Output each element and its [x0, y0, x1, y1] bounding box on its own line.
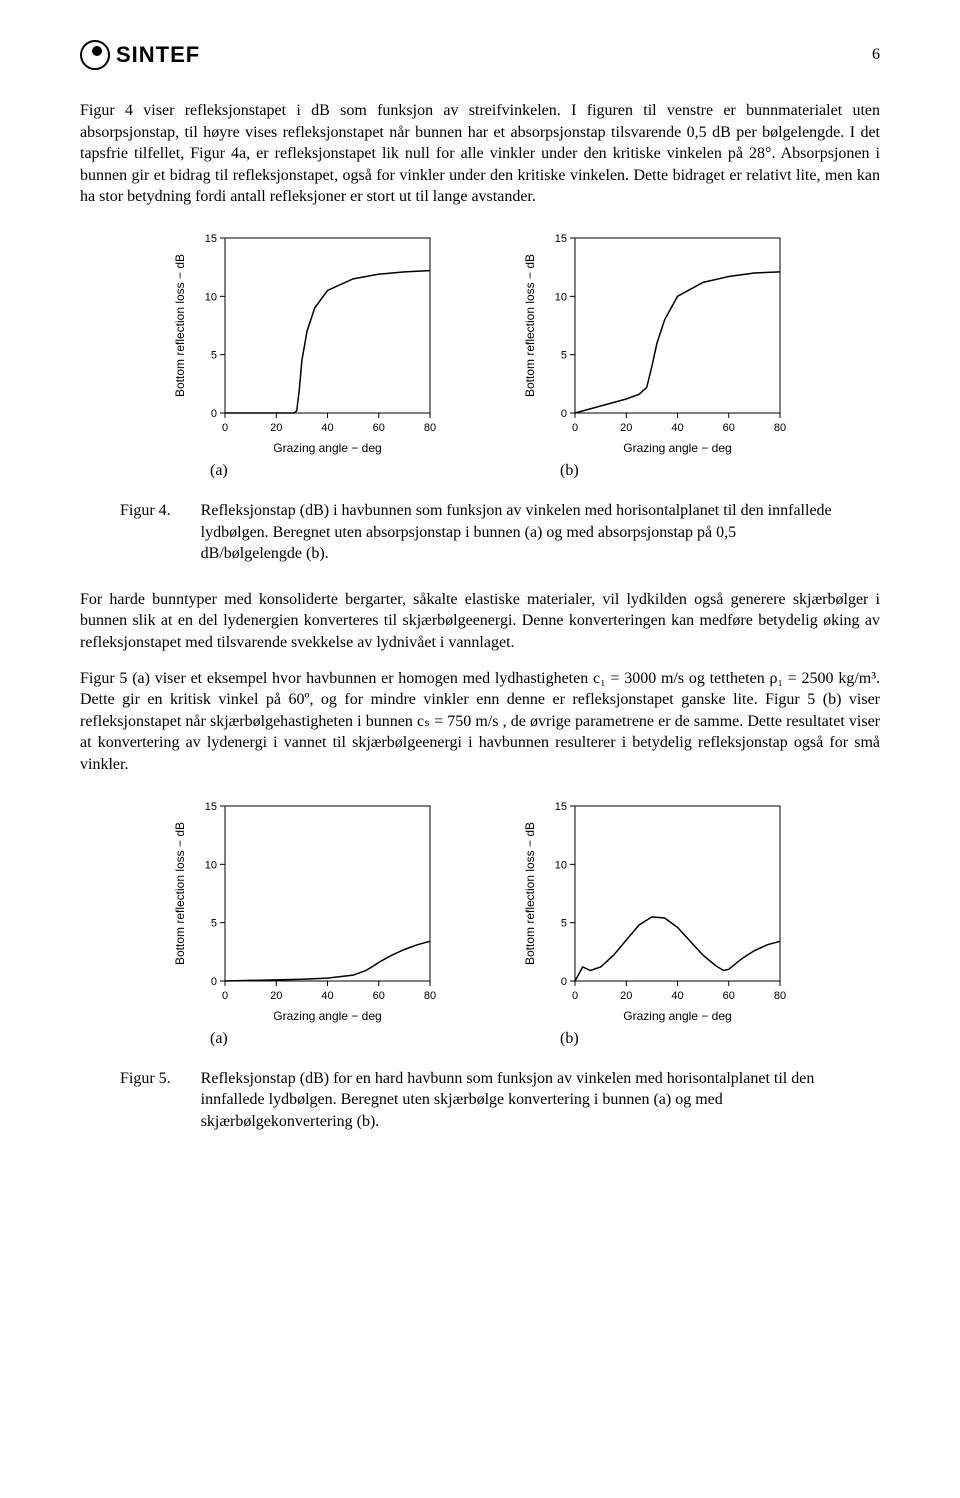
figure-4a-label: (a)	[210, 462, 228, 480]
svg-text:60: 60	[723, 990, 735, 1002]
svg-text:15: 15	[555, 801, 567, 813]
svg-text:0: 0	[572, 422, 578, 434]
figure-4-row: 0 20 40 60 80 0 5 10 15 Grazing angle − deg Bottom…	[80, 228, 880, 480]
svg-text:5: 5	[561, 917, 567, 929]
figure-4b-chart: 0 20 40 60 80 0 5 10 15 Grazing angle − deg Bottom…	[520, 228, 790, 458]
page-header: SINTEF 6	[80, 40, 880, 70]
svg-text:15: 15	[555, 233, 567, 245]
figure-4a-cell: 0 20 40 60 80 0 5 10 15 Grazing angle − deg Bottom…	[170, 228, 440, 480]
figure-5-row: 0 20 40 60 80 0 5 10 15 Grazing angle − deg Bottom…	[80, 796, 880, 1048]
svg-text:5: 5	[211, 350, 217, 362]
figure-5b-chart: 0 20 40 60 80 0 5 10 15 Grazing angle − deg Bottom…	[520, 796, 790, 1026]
figure-5b-cell: 0 20 40 60 80 0 5 10 15 Grazing angle − deg Bottom…	[520, 796, 790, 1048]
figure-4-caption-label: Figur 4.	[120, 500, 171, 565]
figure-5a-cell: 0 20 40 60 80 0 5 10 15 Grazing angle − deg Bottom…	[170, 796, 440, 1048]
svg-text:80: 80	[774, 422, 786, 434]
svg-text:40: 40	[321, 990, 333, 1002]
svg-text:40: 40	[321, 422, 333, 434]
svg-text:10: 10	[555, 859, 567, 871]
figure-4-caption: Figur 4. Refleksjonstap (dB) i havbunnen…	[120, 500, 840, 565]
svg-text:Bottom reflection loss − dB: Bottom reflection loss − dB	[523, 821, 537, 964]
svg-text:0: 0	[211, 408, 217, 420]
svg-text:20: 20	[270, 990, 282, 1002]
svg-text:0: 0	[211, 976, 217, 988]
page-number: 6	[872, 46, 880, 64]
svg-text:15: 15	[205, 801, 217, 813]
svg-text:0: 0	[222, 990, 228, 1002]
svg-text:0: 0	[572, 990, 578, 1002]
svg-text:40: 40	[671, 422, 683, 434]
figure-5-caption: Figur 5. Refleksjonstap (dB) for en hard…	[120, 1068, 840, 1133]
page: SINTEF 6 Figur 4 viser refleksjonstapet …	[0, 0, 960, 1196]
figure-4b-label: (b)	[560, 462, 579, 480]
svg-text:80: 80	[424, 990, 436, 1002]
svg-text:10: 10	[205, 291, 217, 303]
svg-text:40: 40	[671, 990, 683, 1002]
figure-5a-label: (a)	[210, 1030, 228, 1048]
sintef-logo-text: SINTEF	[116, 42, 200, 68]
svg-text:0: 0	[222, 422, 228, 434]
figure-5b-label: (b)	[560, 1030, 579, 1048]
figure-4-caption-text: Refleksjonstap (dB) i havbunnen som funk…	[201, 500, 840, 565]
svg-text:Bottom reflection loss − dB: Bottom reflection loss − dB	[173, 821, 187, 964]
svg-text:Bottom reflection loss − dB: Bottom reflection loss − dB	[523, 254, 537, 397]
svg-text:80: 80	[774, 990, 786, 1002]
svg-text:5: 5	[561, 350, 567, 362]
svg-text:0: 0	[561, 976, 567, 988]
figure-4a-chart: 0 20 40 60 80 0 5 10 15 Grazing angle − deg Bottom…	[170, 228, 440, 458]
svg-text:Grazing angle − deg: Grazing angle − deg	[623, 441, 731, 455]
svg-text:Grazing angle − deg: Grazing angle − deg	[623, 1009, 731, 1023]
paragraph-2: For harde bunntyper med konsoliderte ber…	[80, 589, 880, 654]
sintef-logo: SINTEF	[80, 40, 200, 70]
svg-text:10: 10	[205, 859, 217, 871]
svg-text:0: 0	[561, 408, 567, 420]
paragraph-3: Figur 5 (a) viser et eksempel hvor havbu…	[80, 668, 880, 776]
figure-5-caption-text: Refleksjonstap (dB) for en hard havbunn …	[201, 1068, 840, 1133]
figure-4b-cell: 0 20 40 60 80 0 5 10 15 Grazing angle − deg Bottom…	[520, 228, 790, 480]
svg-text:20: 20	[620, 990, 632, 1002]
svg-text:20: 20	[620, 422, 632, 434]
sintef-logo-icon	[80, 40, 110, 70]
svg-text:15: 15	[205, 233, 217, 245]
figure-5a-chart: 0 20 40 60 80 0 5 10 15 Grazing angle − deg Bottom…	[170, 796, 440, 1026]
svg-text:20: 20	[270, 422, 282, 434]
svg-text:60: 60	[373, 422, 385, 434]
paragraph-1: Figur 4 viser refleksjonstapet i dB som …	[80, 100, 880, 208]
svg-text:60: 60	[723, 422, 735, 434]
svg-text:Grazing angle − deg: Grazing angle − deg	[273, 1009, 381, 1023]
svg-text:Bottom reflection loss − dB: Bottom reflection loss − dB	[173, 254, 187, 397]
svg-text:60: 60	[373, 990, 385, 1002]
figure-5-caption-label: Figur 5.	[120, 1068, 171, 1133]
svg-text:10: 10	[555, 291, 567, 303]
svg-text:5: 5	[211, 917, 217, 929]
svg-text:Grazing angle − deg: Grazing angle − deg	[273, 441, 381, 455]
svg-text:80: 80	[424, 422, 436, 434]
